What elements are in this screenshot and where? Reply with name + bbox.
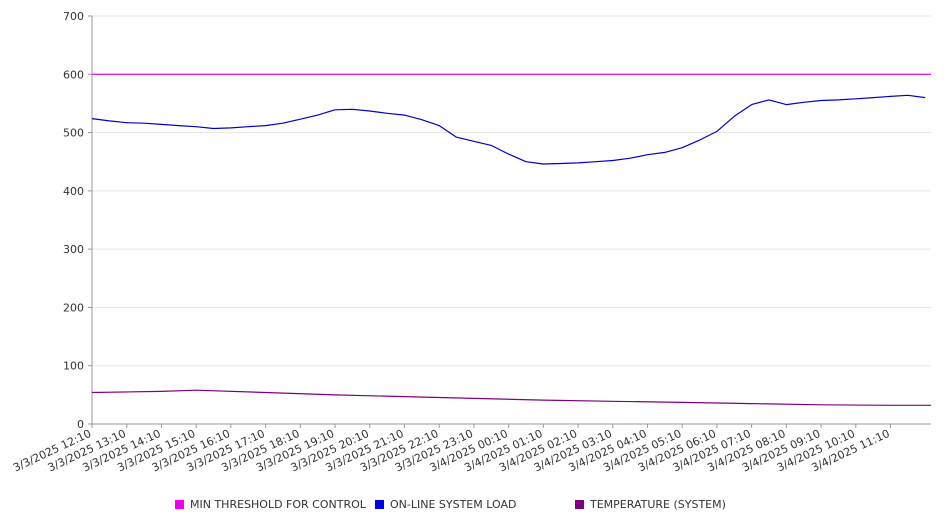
series-line-2: [91, 389, 931, 406]
ytick-label-500: 500: [63, 127, 84, 140]
legend-swatch-system-load: [375, 500, 384, 509]
legend-item-temperature[interactable]: TEMPERATURE (SYSTEM): [575, 498, 726, 511]
legend-item-min-threshold[interactable]: MIN THRESHOLD FOR CONTROL: [175, 498, 366, 511]
legend-swatch-min-threshold: [175, 500, 184, 509]
legend-label-system-load: ON-LINE SYSTEM LOAD: [390, 498, 517, 511]
legend-item-system-load[interactable]: ON-LINE SYSTEM LOAD: [375, 498, 516, 511]
ytick-label-300: 300: [63, 243, 84, 256]
ytick-label-700: 700: [63, 10, 84, 23]
ytick-label-0: 0: [77, 418, 84, 431]
legend-swatch-temperature: [575, 500, 584, 509]
ytick-label-100: 100: [63, 360, 84, 373]
grid-lines: [92, 15, 931, 425]
ytick-label-200: 200: [63, 301, 84, 314]
ytick-label-600: 600: [63, 68, 84, 81]
ytick-label-400: 400: [63, 185, 84, 198]
legend-label-min-threshold: MIN THRESHOLD FOR CONTROL: [190, 498, 366, 511]
legend: MIN THRESHOLD FOR CONTROL ON-LINE SYSTEM…: [0, 498, 946, 514]
series-lines: [91, 73, 931, 406]
legend-label-temperature: TEMPERATURE (SYSTEM): [590, 498, 726, 511]
series-line-1: [91, 94, 926, 165]
